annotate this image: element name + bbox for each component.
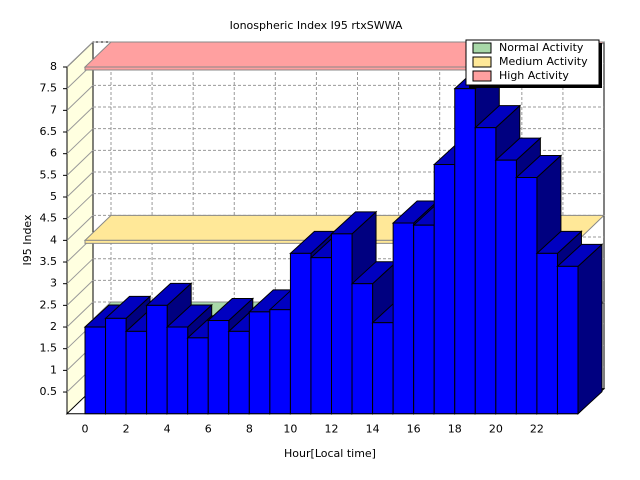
y-tick-label: 2.5 <box>40 298 58 311</box>
grid-line-wall <box>66 279 94 306</box>
y-tick-label: 7.5 <box>40 82 58 95</box>
legend-label: Medium Activity <box>499 55 588 68</box>
bar <box>146 304 168 415</box>
grid-line-wall <box>66 128 94 155</box>
bar <box>187 337 209 415</box>
bar-side <box>577 243 603 415</box>
bar <box>269 309 291 415</box>
y-tick-label: 4 <box>50 233 57 246</box>
x-tick-label: 12 <box>325 423 339 436</box>
legend-swatch <box>472 70 492 82</box>
x-tick-label: 0 <box>82 423 89 436</box>
legend-label: Normal Activity <box>499 41 584 54</box>
grid-line-wall <box>66 106 94 133</box>
bar <box>392 222 415 415</box>
y-tick-label: 1 <box>50 363 57 376</box>
y-tick-label: 6 <box>50 147 57 160</box>
x-tick-label: 10 <box>283 423 297 436</box>
bar <box>166 326 189 415</box>
grid-line-wall <box>66 149 94 176</box>
bar <box>536 252 558 415</box>
bar <box>228 330 250 415</box>
y-tick-label: 0.5 <box>40 385 58 398</box>
grid-line-wall <box>66 258 94 285</box>
grid-line-wall <box>66 41 94 68</box>
y-tick-label: 5.5 <box>40 168 58 181</box>
y-tick-label: 2 <box>50 320 57 333</box>
y-axis-label: I95 Index <box>21 214 34 266</box>
x-tick-label: 6 <box>205 423 212 436</box>
legend-swatch <box>472 56 492 68</box>
bar <box>105 317 127 415</box>
chart-title: Ionospheric Index I95 rtxSWWA <box>230 19 403 32</box>
y-tick-label: 8 <box>50 60 57 73</box>
x-tick-label: 14 <box>366 423 380 436</box>
bar <box>372 322 394 415</box>
bar <box>331 233 353 415</box>
legend-swatch <box>472 42 492 54</box>
bar <box>125 330 148 415</box>
grid-line-wall <box>66 214 94 241</box>
x-tick-label: 4 <box>164 423 171 436</box>
y-tick-label: 6.5 <box>40 125 58 138</box>
y-tick-label: 5 <box>50 190 57 203</box>
x-tick-label: 8 <box>246 423 253 436</box>
y-tick-label: 3 <box>50 277 57 290</box>
bar <box>474 127 497 415</box>
x-tick-label: 18 <box>448 423 462 436</box>
legend-label: High Activity <box>499 69 569 82</box>
y-tick-label: 7 <box>50 103 57 116</box>
y-tick-label: 3.5 <box>40 255 58 268</box>
x-tick-label: 2 <box>123 423 130 436</box>
bar <box>556 265 579 415</box>
bar <box>84 326 107 415</box>
bar <box>207 320 230 415</box>
bar <box>351 283 374 415</box>
x-tick-label: 20 <box>489 423 503 436</box>
bar <box>289 252 312 415</box>
x-tick-label: 22 <box>530 423 544 436</box>
bar <box>310 257 333 415</box>
bar <box>413 224 435 415</box>
bar <box>495 159 517 415</box>
grid-line-wall <box>66 193 94 220</box>
grid-line-wall <box>66 84 94 111</box>
bar <box>515 177 538 415</box>
bar <box>248 311 271 415</box>
x-tick-label: 16 <box>407 423 421 436</box>
bar <box>454 88 476 415</box>
x-axis-label: Hour[Local time] <box>284 447 376 460</box>
bar <box>433 164 456 415</box>
y-tick-label: 1.5 <box>40 342 58 355</box>
y-tick-label: 4.5 <box>40 212 58 225</box>
grid-line-wall <box>66 301 94 328</box>
grid-line-wall <box>66 171 94 198</box>
